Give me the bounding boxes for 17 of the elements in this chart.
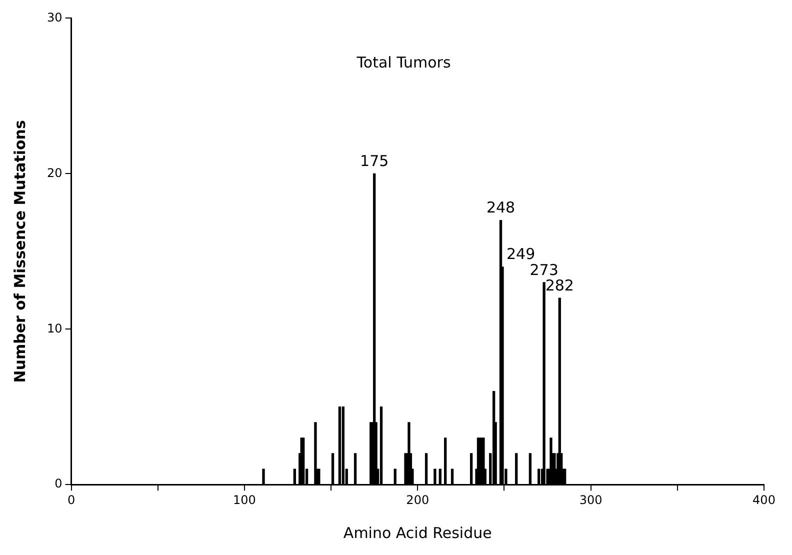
annotation: 175: [360, 152, 389, 170]
annotation: 282: [545, 276, 574, 294]
y-axis-title: Number of Missence Mutations: [10, 120, 29, 383]
annotation: 249: [506, 244, 536, 263]
text: Total Tumors: [356, 54, 451, 72]
x-tick-label: 0: [67, 492, 76, 507]
y-tick-label: 10: [46, 321, 62, 336]
x-tick-label: 300: [579, 492, 602, 507]
x-tick-label: 200: [406, 492, 430, 507]
x-tick-label: 100: [233, 492, 256, 507]
annotation: 273: [530, 260, 558, 279]
x-tick-label: 400: [752, 492, 776, 507]
y-tick-label: 0: [54, 476, 62, 491]
x-axis-title: Amino Acid Residue: [343, 524, 492, 542]
y-tick-label: 20: [46, 166, 62, 180]
annotation: 248: [486, 198, 516, 217]
y-tick-label: 30: [46, 10, 62, 24]
